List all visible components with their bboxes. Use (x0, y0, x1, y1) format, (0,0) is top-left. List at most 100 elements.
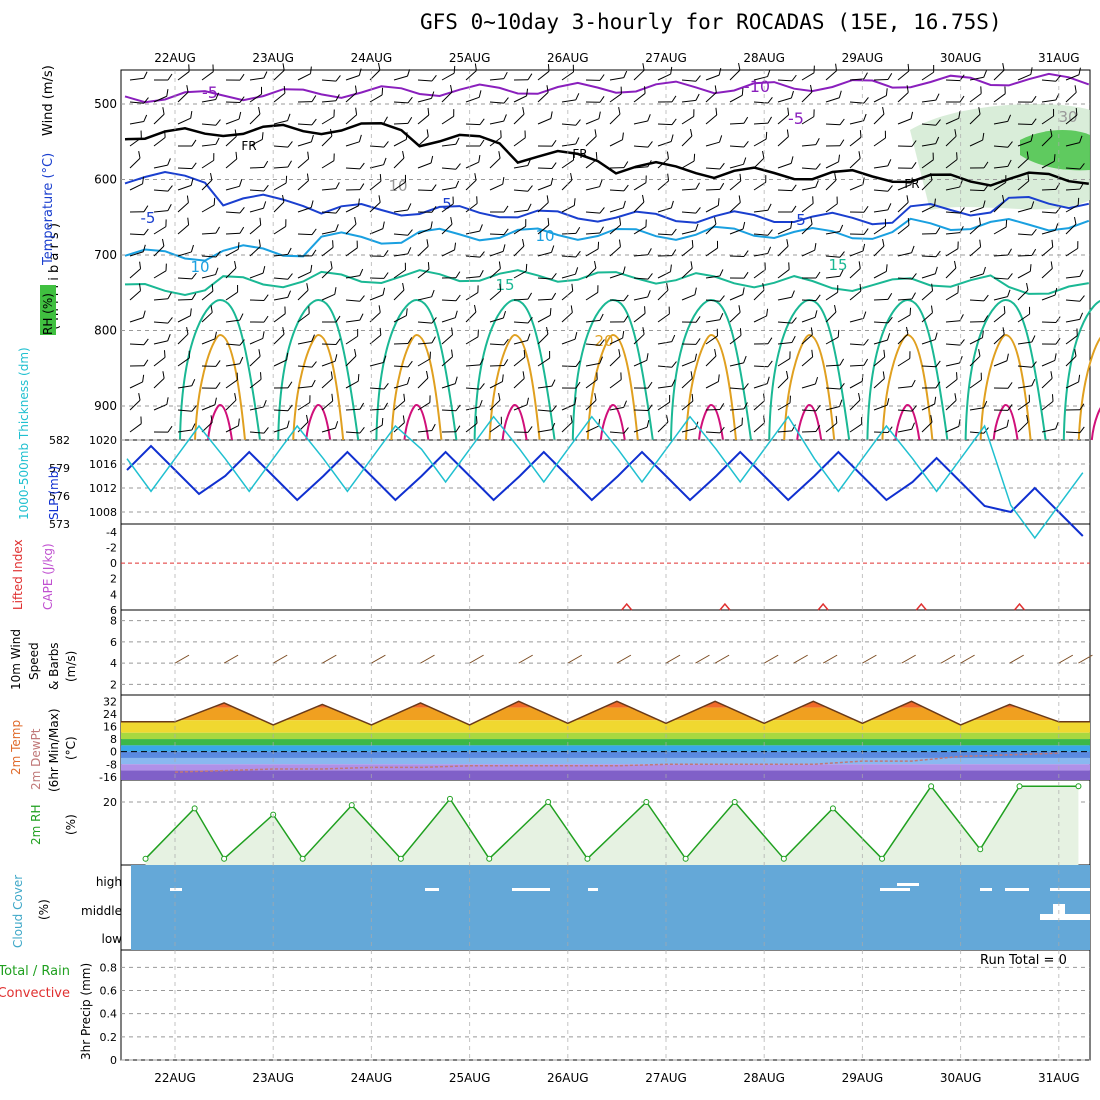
wind-barb (1017, 306, 1031, 323)
wind-barb (1065, 328, 1078, 345)
wind-barb (393, 174, 407, 191)
pressure-tick-label: 500 (94, 97, 117, 111)
wind-barb (993, 194, 1005, 213)
wind-barb (873, 203, 892, 213)
wind-barb (1017, 414, 1029, 433)
wind-barb (489, 359, 509, 367)
wind-barb (201, 251, 221, 258)
temp2m-line (120, 700, 1091, 726)
wind-barb (801, 217, 813, 235)
wind-barb (585, 207, 605, 214)
wind-barb (369, 174, 382, 191)
slp-tick-label: 1012 (89, 482, 117, 495)
wind-barb (201, 92, 220, 103)
wind-barb (585, 152, 598, 169)
wind-barb (177, 350, 190, 367)
wind-barb (681, 316, 701, 323)
wind-barb (273, 404, 293, 412)
wind-barb (825, 224, 844, 235)
dewpoint-line (174, 752, 1059, 773)
wind-barb (609, 427, 629, 434)
wind-barb (753, 131, 768, 147)
wind-barb (609, 239, 621, 257)
wind-barb (417, 107, 430, 125)
wind-barb (849, 113, 867, 125)
wind-barb (777, 370, 789, 389)
wind-barb (825, 251, 845, 258)
li-tick-label: 4 (110, 588, 117, 601)
temp-band (121, 739, 1090, 746)
wind-barb (1017, 361, 1037, 368)
wind-barb (153, 425, 173, 433)
temp2m-tick-label: -8 (106, 758, 117, 771)
wind-barb (897, 111, 914, 125)
wind-barb (201, 331, 217, 345)
wind-barb (705, 240, 719, 257)
wind10-tick-label: 6 (110, 636, 117, 649)
slp-tick-label: 1008 (89, 506, 117, 519)
temp-contour-lower (501, 403, 528, 441)
wind-barb (681, 393, 694, 411)
wind-barb (921, 283, 934, 301)
wind-barb (897, 195, 909, 213)
wind10-tick-label: 4 (110, 657, 117, 670)
wind-barb (417, 423, 436, 433)
wind-barb (825, 358, 845, 367)
wind-barb (129, 416, 142, 433)
wind-barb (849, 311, 867, 323)
wind10-barb (1058, 654, 1074, 664)
wind10-barb (223, 654, 239, 664)
wind-barb (513, 158, 532, 169)
wind-barb (201, 64, 214, 81)
wind-barb (681, 261, 693, 279)
wind-barb (393, 247, 412, 257)
wind-barb (345, 198, 360, 213)
wind-barb (489, 97, 509, 104)
wind-barb (321, 109, 335, 125)
wind-barb (441, 376, 458, 389)
wind-barb (705, 426, 725, 434)
wind-barb (633, 63, 645, 81)
wind-barb (273, 219, 287, 235)
wind-barb (561, 64, 574, 81)
wind-barb (225, 73, 245, 81)
wind-barb (537, 292, 557, 301)
li-mark (915, 602, 927, 611)
wind-barb (585, 74, 605, 81)
wind-barb (441, 271, 461, 279)
wind-barb (897, 162, 917, 169)
wind-barb (273, 420, 290, 433)
wind-barb (417, 74, 437, 82)
cloud-gap (1050, 888, 1090, 891)
temp-contour-lower (473, 298, 556, 441)
wind-barb (897, 326, 909, 345)
wind-barb (441, 294, 461, 302)
wind-barb (153, 317, 173, 324)
wind-barb (753, 415, 766, 433)
wind-barb (585, 260, 597, 279)
wind-barb (825, 90, 842, 103)
temp2m-tick-label: -16 (99, 771, 117, 784)
wind-barb (561, 226, 581, 235)
wind-barb (537, 85, 549, 103)
wind-barb (633, 86, 646, 103)
wind-barb (369, 116, 388, 125)
wind-barb (273, 85, 286, 103)
cloud-cover-fill (131, 865, 1090, 950)
wind-barb (873, 398, 890, 411)
rh2m-point (731, 799, 738, 806)
temp2m-tick-label: 0 (110, 746, 117, 759)
wind-barb (465, 63, 477, 81)
wind-barb (249, 71, 268, 81)
cloud-gap (980, 888, 992, 891)
wind-barb (465, 269, 484, 279)
wind-barb (777, 262, 790, 279)
wind-barb (777, 335, 796, 345)
wind-barb (801, 376, 819, 389)
wind-barb (489, 374, 504, 389)
temp-contour-lower (964, 298, 1047, 441)
wind-barb (705, 182, 725, 191)
wind-barb (585, 226, 604, 235)
temp-band (121, 732, 1090, 740)
wind-barb (921, 227, 941, 235)
